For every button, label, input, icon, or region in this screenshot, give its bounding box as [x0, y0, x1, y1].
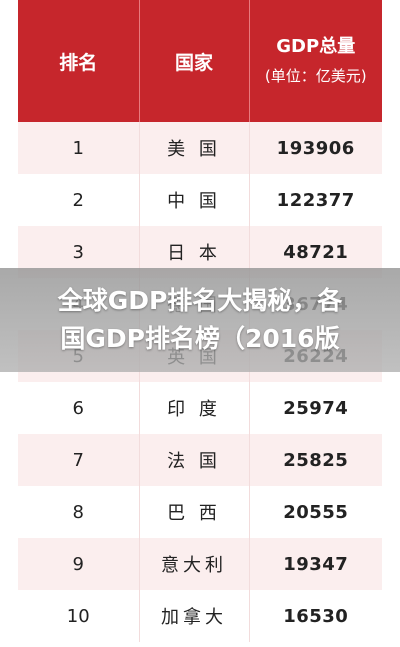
- gdp-cell: 122377: [249, 174, 382, 226]
- caption-line-1: 全球GDP排名大揭秘，各: [57, 286, 343, 315]
- header-country-label: 国家: [174, 51, 213, 74]
- header-gdp-unit: (单位：亿美元): [264, 67, 367, 85]
- rank-cell: 10: [18, 590, 140, 642]
- country-cell: 美 国: [139, 122, 250, 174]
- rank-cell: 8: [18, 486, 140, 538]
- gdp-ranking-table: 排名 国家 GDP总量 (单位：亿美元) 1 美 国 193906 2 中 国: [18, 0, 382, 642]
- gdp-cell: 193906: [249, 122, 382, 174]
- header-country: 国家: [139, 0, 250, 122]
- country-cell: 法 国: [139, 434, 250, 486]
- gdp-cell: 20555: [249, 486, 382, 538]
- table-row: 2 中 国 122377: [18, 174, 382, 226]
- country-cell: 加拿大: [139, 590, 250, 642]
- table-row: 8 巴 西 20555: [18, 486, 382, 538]
- table-row: 9 意大利 19347: [18, 538, 382, 590]
- header-gdp: GDP总量 (单位：亿美元): [249, 0, 382, 122]
- rank-cell: 9: [18, 538, 140, 590]
- gdp-cell: 25825: [249, 434, 382, 486]
- header-rank-label: 排名: [59, 51, 98, 74]
- gdp-cell: 16530: [249, 590, 382, 642]
- country-cell: 中 国: [139, 174, 250, 226]
- caption-line-2: 国GDP排名榜（2016版: [60, 324, 340, 353]
- table-row: 1 美 国 193906: [18, 122, 382, 174]
- rank-cell: 7: [18, 434, 140, 486]
- caption-overlay: 全球GDP排名大揭秘，各 国GDP排名榜（2016版: [0, 268, 400, 372]
- country-cell: 巴 西: [139, 486, 250, 538]
- gdp-cell: 25974: [249, 382, 382, 434]
- table-row: 3 日 本 48721: [18, 226, 382, 278]
- table-row: 6 印 度 25974: [18, 382, 382, 434]
- country-cell: 印 度: [139, 382, 250, 434]
- rank-cell: 6: [18, 382, 140, 434]
- rank-cell: 2: [18, 174, 140, 226]
- rank-cell: 1: [18, 122, 140, 174]
- table-row: 10 加拿大 16530: [18, 590, 382, 642]
- table-row: 7 法 国 25825: [18, 434, 382, 486]
- table-header-row: 排名 国家 GDP总量 (单位：亿美元): [18, 0, 382, 122]
- country-cell: 意大利: [139, 538, 250, 590]
- gdp-cell: 19347: [249, 538, 382, 590]
- header-gdp-title: GDP总量: [276, 36, 356, 57]
- header-rank: 排名: [18, 0, 140, 122]
